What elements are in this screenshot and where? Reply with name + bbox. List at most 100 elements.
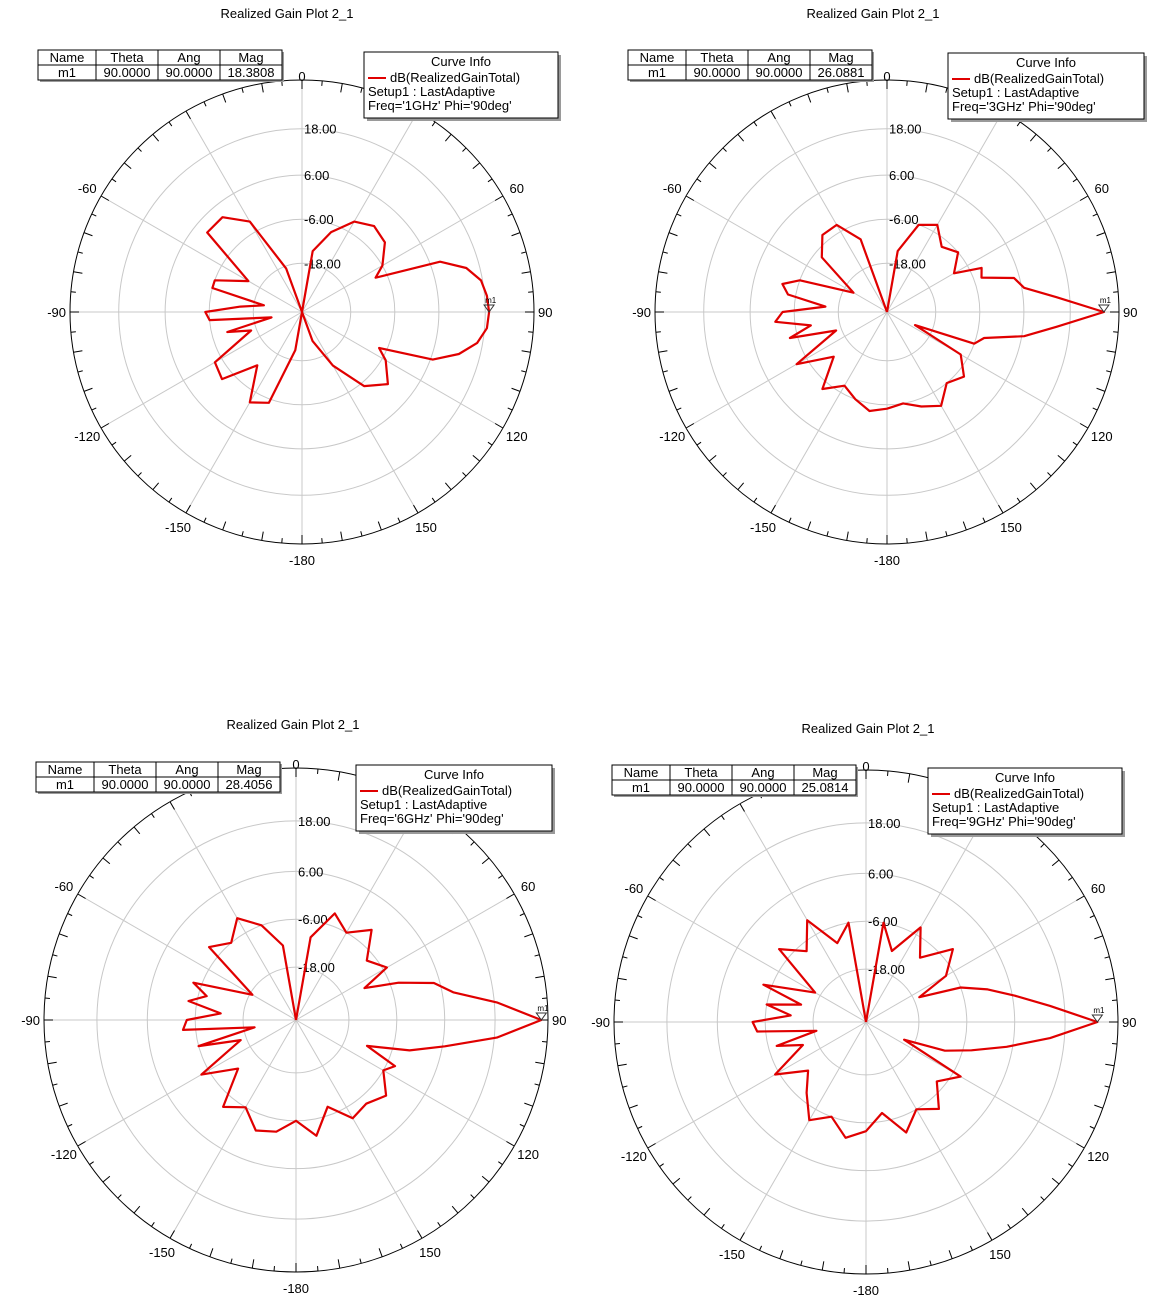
angle-tick: [826, 87, 829, 93]
polar-spoke: [647, 1021, 867, 1149]
marker-triangle-icon: [1091, 1014, 1104, 1023]
radial-tick-label: 18.00: [868, 816, 901, 831]
legend-series-name: dB(RealizedGainTotal): [974, 71, 1104, 86]
angle-tick: [47, 975, 57, 979]
angle-tick: [494, 195, 504, 201]
angle-tick: [77, 370, 83, 373]
angle-tick: [770, 110, 776, 120]
angle-tick: [1029, 482, 1037, 491]
angle-label: -150: [149, 1245, 175, 1260]
angle-tick: [359, 1258, 362, 1264]
angle-tick: [507, 213, 513, 217]
angle-tick: [100, 423, 110, 429]
polar-spoke: [685, 195, 888, 313]
angle-tick: [431, 497, 436, 503]
angle-tick: [451, 1205, 459, 1214]
angle-tick: [1057, 162, 1066, 170]
marker-table-header: Theta: [110, 50, 144, 65]
angle-label: 0: [292, 757, 299, 772]
angle-tick: [658, 350, 668, 353]
polar-spoke: [886, 195, 1089, 313]
angle-label: -60: [625, 881, 644, 896]
angle-tick: [222, 521, 227, 531]
angle-label: 60: [521, 879, 535, 894]
polar-chart-4: Realized Gain Plot 2_1 0 60 90 120 150 -180 -15…: [591, 721, 1136, 1298]
angle-tick: [788, 101, 792, 107]
marker-table-cell: 28.4056: [226, 777, 273, 792]
angle-tick: [676, 213, 682, 217]
legend-frequency: Freq='9GHz' Phi='90deg': [932, 814, 1076, 829]
polar-spoke: [865, 1021, 993, 1241]
angle-tick: [948, 1250, 953, 1259]
angle-tick: [617, 1063, 627, 1067]
angle-label: 90: [538, 305, 552, 320]
radial-tick-label: -6.00: [298, 912, 328, 927]
marker-table-cell: m1: [632, 780, 650, 795]
angle-tick: [1094, 1104, 1103, 1109]
polar-spoke: [685, 311, 888, 429]
angle-tick: [807, 521, 812, 531]
angle-tick: [241, 531, 244, 537]
angle-label: -120: [659, 429, 685, 444]
angle-tick: [1016, 121, 1021, 127]
angle-tick: [1104, 1085, 1110, 1088]
angle-tick: [444, 482, 452, 491]
angle-tick: [91, 213, 97, 217]
polar-spoke: [739, 1021, 867, 1241]
marker-label: m1: [1093, 1006, 1105, 1015]
angle-label: 90: [1123, 305, 1137, 320]
angle-tick: [1079, 423, 1089, 429]
angle-label: 150: [419, 1245, 441, 1260]
marker-triangle-icon: [535, 1012, 548, 1021]
angle-label: -180: [874, 553, 900, 568]
angle-tick: [659, 877, 664, 881]
angle-tick: [472, 162, 481, 170]
angle-tick: [703, 828, 711, 837]
legend-series-name: dB(RealizedGainTotal): [954, 786, 1084, 801]
marker-table-header: Mag: [812, 765, 837, 780]
angle-tick: [511, 232, 521, 237]
marker-table-cell: 90.0000: [694, 65, 741, 80]
radial-tick-label: 18.00: [889, 122, 922, 137]
legend-box: [363, 51, 559, 119]
angle-tick: [535, 975, 545, 979]
angle-tick: [662, 251, 668, 254]
angle-tick: [617, 977, 627, 981]
angle-tick: [397, 517, 401, 523]
angle-tick: [360, 87, 363, 93]
angle-tick: [668, 232, 678, 237]
angle-label: -180: [853, 1283, 879, 1298]
angle-tick: [437, 1222, 441, 1227]
angle-tick: [470, 1194, 475, 1199]
legend-title: Curve Info: [995, 770, 1055, 785]
angle-tick: [535, 1061, 545, 1065]
radial-tick-label: 18.00: [304, 122, 337, 137]
polar-spoke: [100, 195, 303, 313]
angle-tick: [1016, 497, 1021, 503]
angle-tick: [222, 93, 227, 103]
marker-table-cell: 90.0000: [678, 780, 725, 795]
marker-table-cell: m1: [648, 65, 666, 80]
marker-table-cell: 26.0881: [818, 65, 865, 80]
angle-tick: [925, 531, 928, 541]
angle-tick: [1094, 935, 1103, 940]
angle-label: -90: [21, 1013, 40, 1028]
angle-tick: [821, 1261, 825, 1271]
angle-tick: [753, 497, 758, 503]
angle-tick: [399, 1243, 403, 1249]
angle-tick: [685, 195, 695, 201]
angle-tick: [524, 933, 533, 938]
legend-setup: Setup1 : LastAdaptive: [368, 84, 495, 99]
radial-tick-label: 6.00: [298, 864, 323, 879]
marker-table-header: Name: [50, 50, 85, 65]
angle-tick: [251, 1259, 255, 1269]
polar-spoke: [77, 893, 297, 1021]
angle-tick: [1092, 213, 1098, 217]
angle-tick: [444, 133, 452, 142]
angle-tick: [524, 1102, 533, 1107]
marker-table-header: Name: [640, 50, 675, 65]
angle-tick: [521, 350, 531, 353]
radial-tick-label: 6.00: [868, 866, 893, 881]
